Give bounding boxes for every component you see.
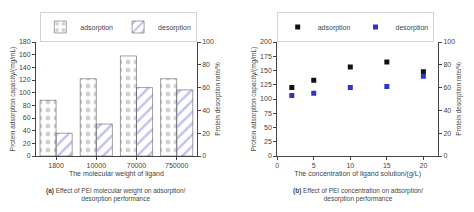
svg-text:20: 20 (202, 130, 210, 137)
svg-text:100: 100 (19, 89, 31, 96)
svg-text:10000: 10000 (87, 162, 107, 169)
svg-text:40: 40 (443, 107, 451, 114)
svg-text:50: 50 (264, 124, 272, 131)
svg-text:(b) Effect of PEI concentratio: (b) Effect of PEI concentration on adsor… (293, 187, 423, 203)
svg-text:150: 150 (260, 67, 272, 74)
svg-text:75: 75 (264, 110, 272, 117)
svg-text:desorption: desorption (395, 24, 428, 32)
svg-text:120: 120 (19, 76, 31, 83)
svg-text:40: 40 (202, 107, 210, 114)
svg-text:Protein adsorption capacity/(m: Protein adsorption capacity/(mg/mL) (250, 47, 258, 151)
svg-text:160: 160 (19, 51, 31, 58)
svg-text:0: 0 (443, 152, 447, 159)
svg-text:125: 125 (260, 81, 272, 88)
svg-text:5: 5 (312, 162, 316, 169)
svg-text:adsorption: adsorption (80, 24, 113, 32)
svg-text:80: 80 (202, 61, 210, 68)
svg-text:180: 180 (19, 38, 31, 45)
svg-text:200: 200 (260, 38, 272, 45)
svg-text:adsorption: adsorption (318, 24, 351, 32)
svg-text:(a) Effect of PEI molecular we: (a) Effect of PEI molecular weight on ad… (46, 187, 186, 203)
svg-text:40: 40 (23, 127, 31, 134)
svg-text:Protein desorption rate/%: Protein desorption rate/% (455, 62, 463, 136)
svg-text:Protein adsorption capacity/(m: Protein adsorption capacity/(mg/mL) (9, 47, 17, 151)
svg-text:70000: 70000 (127, 162, 147, 169)
svg-text:60: 60 (23, 114, 31, 121)
svg-text:20: 20 (419, 162, 427, 169)
svg-text:60: 60 (202, 84, 210, 91)
svg-text:desorption: desorption (158, 24, 191, 32)
svg-text:0: 0 (27, 152, 31, 159)
svg-text:100: 100 (443, 38, 455, 45)
svg-text:20: 20 (443, 130, 451, 137)
svg-text:The molecular weight of ligand: The molecular weight of ligand (69, 170, 164, 178)
svg-text:80: 80 (443, 61, 451, 68)
svg-text:20: 20 (23, 140, 31, 147)
svg-text:0: 0 (275, 162, 279, 169)
svg-text:80: 80 (23, 102, 31, 109)
svg-text:The concentration of ligand so: The concentration of ligand solution/(g/… (294, 170, 421, 178)
svg-text:140: 140 (19, 64, 31, 71)
svg-text:10: 10 (346, 162, 354, 169)
svg-text:100: 100 (202, 38, 214, 45)
svg-text:0: 0 (202, 152, 206, 159)
svg-text:0: 0 (268, 152, 272, 159)
svg-text:100: 100 (260, 95, 272, 102)
svg-text:1800: 1800 (48, 162, 64, 169)
svg-text:750000: 750000 (165, 162, 188, 169)
svg-text:Protein desorption rate/%: Protein desorption rate/% (214, 62, 222, 136)
svg-text:175: 175 (260, 53, 272, 60)
svg-text:25: 25 (264, 138, 272, 145)
svg-text:15: 15 (383, 162, 391, 169)
svg-text:60: 60 (443, 84, 451, 91)
